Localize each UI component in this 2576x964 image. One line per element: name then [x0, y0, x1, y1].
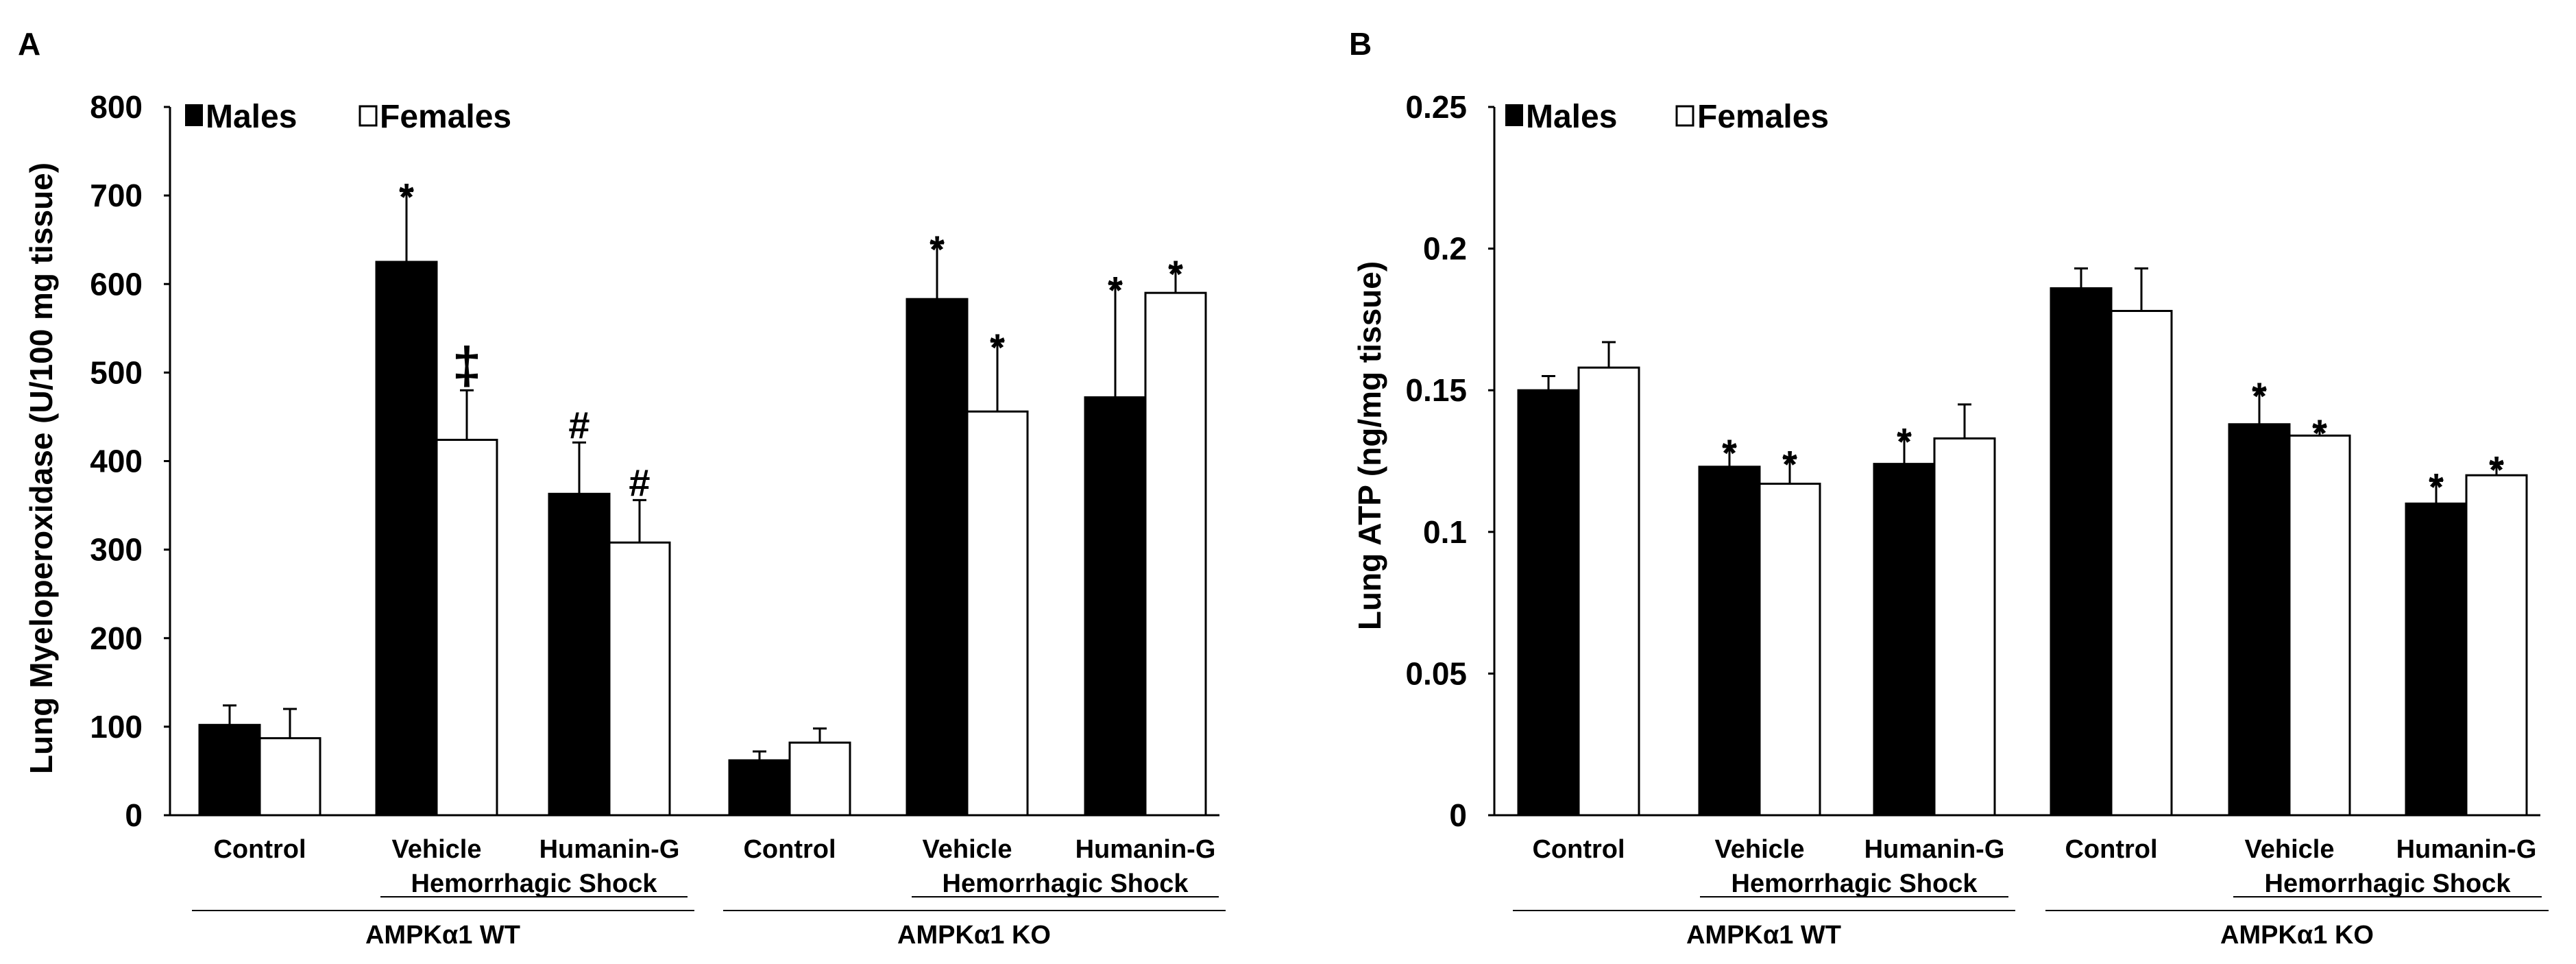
y-tick-label: 100 — [90, 709, 143, 745]
significance-mark: * — [2312, 411, 2327, 455]
bar-females — [608, 541, 671, 817]
genotype-label: AMPKα1 KO — [2220, 921, 2374, 950]
bar-females — [966, 410, 1029, 817]
bar-females — [435, 439, 498, 817]
bar-males — [375, 261, 438, 817]
significance-mark: * — [1108, 268, 1123, 311]
y-tick-label: 0 — [125, 797, 143, 833]
y-tick-label: 200 — [90, 620, 143, 656]
category-label: Control — [1532, 835, 1625, 864]
y-tick-label: 0.05 — [1405, 655, 1467, 691]
bars-b: * * * * * * * — [1517, 267, 2528, 817]
bar-females — [1577, 366, 1640, 817]
category-label: Control — [2065, 835, 2157, 864]
y-tick-label: 700 — [90, 178, 143, 213]
bar-males — [728, 759, 791, 817]
bar-males — [548, 492, 611, 817]
bar-males — [198, 723, 261, 817]
x-axis-labels-b: Control Vehicle Humanin-G Control Vehicl… — [1513, 835, 2549, 950]
legend-label-males: Males — [206, 99, 297, 135]
y-tick-label: 0 — [1449, 797, 1467, 833]
category-label: Humanin-G — [1864, 835, 2005, 864]
bar-females — [2465, 474, 2528, 817]
shock-label: Hemorrhagic Shock — [2265, 869, 2512, 898]
significance-mark: * — [1782, 442, 1797, 485]
bar-females — [1933, 437, 1996, 817]
bar-females — [1758, 483, 1821, 817]
legend-swatch-males — [1505, 104, 1523, 126]
bar-females — [2110, 310, 2173, 817]
category-label: Humanin-G — [1076, 835, 1216, 864]
legend-swatch-males — [185, 104, 203, 126]
bar-females — [788, 741, 851, 817]
category-label: Humanin-G — [2396, 835, 2537, 864]
bar-males — [1873, 463, 1936, 817]
legend-label-males: Males — [1526, 99, 1617, 135]
genotype-label: AMPKα1 WT — [365, 921, 520, 950]
category-label: Humanin-G — [539, 835, 680, 864]
legend-label-females: Females — [1697, 99, 1829, 135]
significance-mark: * — [399, 176, 414, 219]
y-tick-label: 600 — [90, 266, 143, 302]
legend-swatch-females — [359, 105, 378, 127]
significance-mark: * — [2489, 448, 2504, 492]
y-axis-a: 0 100 200 300 400 500 600 700 800 — [90, 89, 1219, 833]
bar-males — [2050, 287, 2113, 817]
y-tick-label: 0.1 — [1423, 514, 1467, 550]
bar-males — [1517, 389, 1580, 817]
panel-a: A Males Females Lung Myeloperoxidase (U/… — [18, 26, 1226, 950]
category-label: Control — [743, 835, 836, 864]
bar-females — [1144, 291, 1207, 817]
genotype-label: AMPKα1 WT — [1686, 921, 1841, 950]
significance-mark: * — [929, 228, 945, 271]
panel-letter-a: A — [18, 26, 40, 62]
significance-mark: ‡ — [452, 337, 481, 395]
y-tick-label: 300 — [90, 532, 143, 568]
y-tick-label: 400 — [90, 444, 143, 479]
legend-a: Males Females — [185, 99, 511, 135]
bars-a: * # * * ‡ # * * — [198, 176, 1207, 817]
y-tick-label: 0.25 — [1405, 89, 1467, 125]
bar-males — [2228, 423, 2291, 817]
y-axis-title-b: Lung ATP (ng/mg tissue) — [1352, 261, 1387, 630]
category-label: Vehicle — [392, 835, 482, 864]
y-tick-label: 500 — [90, 354, 143, 390]
bar-females — [258, 737, 321, 817]
y-axis-title-a: Lung Myeloperoxidase (U/100 mg tissue) — [23, 162, 59, 774]
category-label: Vehicle — [923, 835, 1012, 864]
bar-males — [1084, 396, 1147, 817]
y-axis-b: 0 0.05 0.1 0.15 0.2 0.25 — [1405, 89, 2540, 833]
significance-mark: # — [629, 461, 650, 504]
significance-mark: * — [1168, 252, 1183, 296]
panel-b: B Males Females Lung ATP (ng/mg tissue) … — [1349, 26, 2549, 950]
bar-males — [906, 298, 969, 817]
significance-mark: * — [2429, 465, 2444, 508]
significance-mark: * — [1897, 420, 1912, 463]
genotype-label: AMPKα1 KO — [897, 921, 1051, 950]
legend-b: Males Females — [1505, 99, 1829, 135]
x-axis-labels-a: Control Vehicle Humanin-G Control Vehicl… — [192, 835, 1226, 950]
category-label: Vehicle — [1715, 835, 1805, 864]
bar-males — [1698, 466, 1761, 817]
shock-label: Hemorrhagic Shock — [411, 869, 658, 898]
shock-label: Hemorrhagic Shock — [1731, 869, 1978, 898]
bar-males — [2405, 502, 2468, 817]
category-label: Control — [213, 835, 306, 864]
legend-swatch-females — [1675, 105, 1694, 127]
y-tick-label: 0.2 — [1423, 231, 1467, 267]
category-label: Vehicle — [2245, 835, 2335, 864]
significance-mark: # — [568, 403, 590, 446]
panel-letter-b: B — [1349, 26, 1372, 62]
significance-mark: * — [1722, 431, 1737, 474]
significance-mark: * — [2252, 374, 2267, 418]
shock-label: Hemorrhagic Shock — [943, 869, 1189, 898]
legend-label-females: Females — [380, 99, 511, 135]
bar-females — [2288, 434, 2351, 817]
y-tick-label: 800 — [90, 89, 143, 125]
y-tick-label: 0.15 — [1405, 372, 1467, 408]
significance-mark: * — [990, 326, 1005, 369]
